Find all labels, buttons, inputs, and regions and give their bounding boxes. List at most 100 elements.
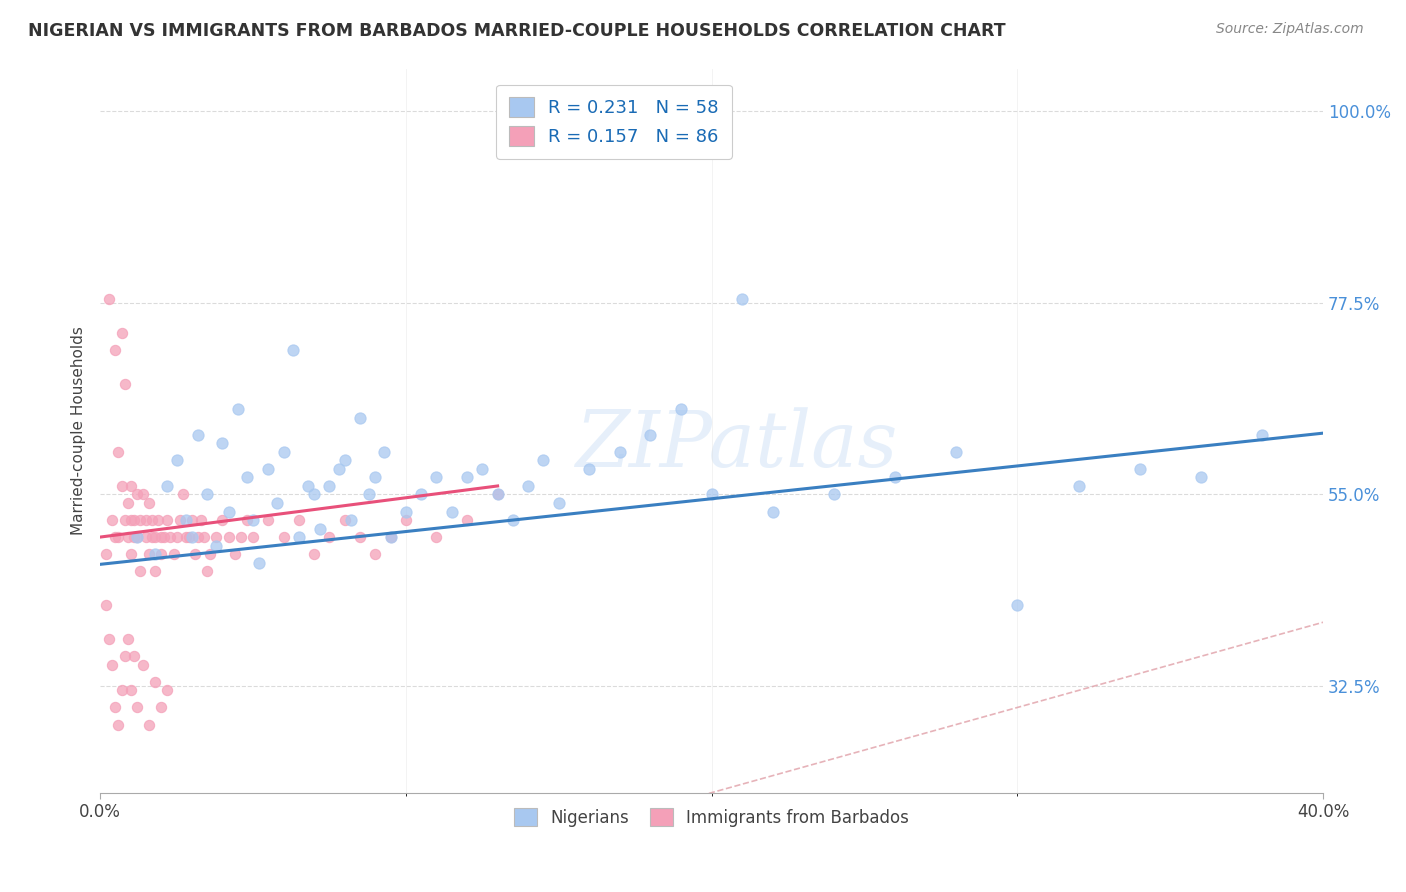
- Point: [174, 513, 197, 527]
- Point: [169, 513, 191, 527]
- Point: [159, 530, 181, 544]
- Point: [273, 445, 295, 459]
- Point: [218, 504, 240, 518]
- Point: [229, 530, 252, 544]
- Point: [533, 453, 555, 467]
- Point: [101, 657, 124, 672]
- Point: [205, 530, 228, 544]
- Point: [318, 479, 340, 493]
- Point: [135, 513, 157, 527]
- Point: [172, 487, 194, 501]
- Point: [349, 530, 371, 544]
- Point: [471, 462, 494, 476]
- Point: [302, 547, 325, 561]
- Point: [150, 547, 173, 561]
- Point: [281, 343, 304, 357]
- Point: [318, 530, 340, 544]
- Point: [456, 470, 478, 484]
- Point: [226, 402, 249, 417]
- Point: [122, 530, 145, 544]
- Point: [945, 445, 967, 459]
- Point: [117, 632, 139, 647]
- Point: [143, 530, 166, 544]
- Point: [141, 513, 163, 527]
- Point: [380, 530, 402, 544]
- Point: [128, 513, 150, 527]
- Point: [156, 513, 179, 527]
- Point: [132, 487, 155, 501]
- Point: [143, 547, 166, 561]
- Point: [120, 513, 142, 527]
- Point: [117, 530, 139, 544]
- Point: [669, 402, 692, 417]
- Point: [502, 513, 524, 527]
- Point: [218, 530, 240, 544]
- Point: [205, 539, 228, 553]
- Point: [349, 410, 371, 425]
- Point: [125, 530, 148, 544]
- Point: [187, 530, 209, 544]
- Point: [177, 530, 200, 544]
- Point: [456, 513, 478, 527]
- Point: [135, 530, 157, 544]
- Point: [1007, 599, 1029, 613]
- Point: [517, 479, 540, 493]
- Point: [731, 292, 754, 306]
- Point: [195, 487, 218, 501]
- Point: [380, 530, 402, 544]
- Point: [1129, 462, 1152, 476]
- Point: [107, 717, 129, 731]
- Point: [486, 487, 509, 501]
- Point: [236, 513, 259, 527]
- Point: [110, 479, 132, 493]
- Point: [884, 470, 907, 484]
- Point: [195, 564, 218, 578]
- Point: [166, 530, 188, 544]
- Point: [125, 700, 148, 714]
- Point: [359, 487, 381, 501]
- Point: [96, 547, 118, 561]
- Point: [190, 513, 212, 527]
- Point: [117, 496, 139, 510]
- Point: [486, 487, 509, 501]
- Point: [125, 487, 148, 501]
- Point: [211, 513, 233, 527]
- Point: [180, 530, 202, 544]
- Point: [211, 436, 233, 450]
- Point: [104, 343, 127, 357]
- Point: [823, 487, 845, 501]
- Point: [96, 599, 118, 613]
- Point: [288, 513, 311, 527]
- Point: [297, 479, 319, 493]
- Point: [425, 470, 447, 484]
- Point: [288, 530, 311, 544]
- Point: [122, 649, 145, 664]
- Text: ZIPatlas: ZIPatlas: [575, 407, 897, 483]
- Point: [120, 683, 142, 698]
- Point: [150, 700, 173, 714]
- Point: [364, 470, 387, 484]
- Point: [143, 674, 166, 689]
- Point: [242, 513, 264, 527]
- Point: [138, 496, 160, 510]
- Point: [440, 504, 463, 518]
- Point: [609, 445, 631, 459]
- Point: [395, 504, 418, 518]
- Point: [174, 530, 197, 544]
- Point: [98, 292, 121, 306]
- Point: [166, 453, 188, 467]
- Point: [107, 530, 129, 544]
- Point: [425, 530, 447, 544]
- Point: [141, 530, 163, 544]
- Point: [156, 683, 179, 698]
- Point: [132, 657, 155, 672]
- Point: [120, 479, 142, 493]
- Point: [257, 462, 280, 476]
- Point: [762, 504, 785, 518]
- Point: [128, 564, 150, 578]
- Point: [328, 462, 350, 476]
- Point: [98, 632, 121, 647]
- Text: Source: ZipAtlas.com: Source: ZipAtlas.com: [1216, 22, 1364, 37]
- Point: [153, 530, 176, 544]
- Point: [110, 326, 132, 340]
